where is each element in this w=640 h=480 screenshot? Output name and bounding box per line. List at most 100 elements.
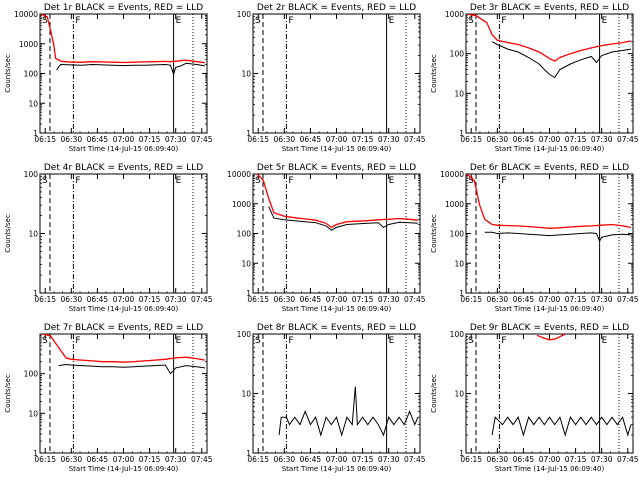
y-tick-label: 10	[241, 390, 251, 399]
marker-label-e: E	[602, 176, 608, 186]
chart-panel-9r: Det 9r BLACK = Events, RED = LLD 1 10 100 06…	[430, 323, 639, 473]
x-tick-label: 06:15	[460, 455, 482, 464]
chart-title: Det 3r BLACK = Events, RED = LLD	[470, 3, 629, 13]
x-tick-label: 07:00	[326, 295, 348, 304]
chart-panel-2r: Det 2r BLACK = Events, RED = LLD 1 10 100 06…	[237, 3, 426, 153]
x-tick-label: 06:45	[513, 295, 535, 304]
x-tick-label: 06:30	[487, 295, 509, 304]
x-axis-label: Start Time (14-Jul-15 06:09:40)	[495, 145, 605, 153]
marker-label-e: E	[602, 336, 608, 346]
y-tick-label: 100	[237, 330, 252, 339]
x-tick-label: 07:30	[378, 135, 400, 144]
x-tick-label: 07:45	[191, 455, 213, 464]
x-tick-label: 06:15	[34, 455, 56, 464]
x-tick-label: 07:00	[326, 455, 348, 464]
x-tick-label: 06:45	[87, 455, 109, 464]
x-tick-label: 07:30	[165, 295, 187, 304]
marker-label-f: F	[75, 336, 80, 346]
marker-label-f: F	[501, 336, 506, 346]
marker-label-f: F	[288, 16, 293, 26]
chart-panel-3r: Det 3r BLACK = Events, RED = LLD 1 10 100 10…	[430, 3, 639, 153]
chart-title: Det 6r BLACK = Events, RED = LLD	[470, 163, 629, 173]
marker-label-e: E	[602, 16, 608, 26]
marker-label-f: F	[75, 176, 80, 186]
plot-frame	[252, 333, 421, 454]
chart-panel-5r: Det 5r BLACK = Events, RED = LLD 1 10 100 10…	[227, 163, 426, 313]
x-tick-label: 07:15	[565, 295, 587, 304]
x-tick-label: 07:30	[165, 135, 187, 144]
marker-label-s: S	[42, 176, 48, 186]
x-tick-label: 06:30	[274, 295, 296, 304]
x-tick-label: 07:45	[617, 455, 639, 464]
y-axis-label: Counts/sec	[4, 374, 12, 413]
events-series-line	[491, 416, 632, 437]
x-tick-label: 07:15	[352, 135, 374, 144]
x-tick-label: 06:15	[247, 295, 269, 304]
lld-series-line	[40, 14, 205, 64]
x-tick-label: 07:15	[352, 295, 374, 304]
x-axis-label: Start Time (14-Jul-15 06:09:40)	[69, 145, 179, 153]
plot-frame	[465, 173, 634, 294]
plot-frame	[39, 333, 208, 454]
marker-label-s: S	[42, 16, 48, 26]
marker-label-e: E	[389, 336, 395, 346]
y-axis-label: Counts/sec	[430, 374, 438, 413]
x-tick-label: 07:45	[191, 135, 213, 144]
y-tick-label: 10	[454, 89, 464, 98]
x-tick-label: 07:00	[113, 455, 135, 464]
y-tick-label: 10	[454, 259, 464, 268]
chart-panel-4r: Det 4r BLACK = Events, RED = LLD 1 10 100 06…	[4, 163, 213, 313]
x-tick-label: 07:15	[565, 135, 587, 144]
x-tick-label: 06:45	[87, 135, 109, 144]
y-tick-label: 10	[28, 99, 38, 108]
x-tick-label: 07:30	[378, 295, 400, 304]
x-tick-label: 06:45	[513, 455, 535, 464]
x-tick-label: 07:15	[139, 295, 161, 304]
x-tick-label: 06:45	[87, 295, 109, 304]
x-tick-label: 06:45	[300, 455, 322, 464]
x-tick-label: 07:15	[352, 455, 374, 464]
x-tick-label: 06:15	[460, 295, 482, 304]
y-tick-label: 10000	[14, 10, 38, 19]
x-tick-label: 07:45	[617, 295, 639, 304]
y-tick-label: 1	[246, 129, 251, 138]
y-tick-label: 10	[28, 409, 38, 418]
x-tick-label: 07:00	[539, 135, 561, 144]
x-tick-label: 07:00	[113, 135, 135, 144]
marker-label-f: F	[501, 176, 506, 186]
chart-title: Det 9r BLACK = Events, RED = LLD	[470, 323, 629, 333]
x-tick-label: 06:15	[460, 135, 482, 144]
x-tick-label: 07:00	[113, 295, 135, 304]
x-tick-label: 07:45	[191, 295, 213, 304]
events-series-line	[278, 386, 419, 437]
marker-label-s: S	[468, 336, 474, 346]
marker-label-s: S	[255, 176, 261, 186]
y-tick-label: 10	[454, 390, 464, 399]
x-tick-label: 06:15	[34, 135, 56, 144]
y-tick-label: 100	[450, 50, 465, 59]
x-tick-label: 07:00	[539, 295, 561, 304]
lld-series-line	[466, 174, 632, 229]
chart-title: Det 8r BLACK = Events, RED = LLD	[257, 323, 416, 333]
marker-label-s: S	[42, 336, 48, 346]
y-tick-label: 1	[459, 449, 464, 458]
marker-label-f: F	[75, 16, 80, 26]
y-axis-label: Counts/sec	[430, 54, 438, 93]
plot-frame	[252, 173, 421, 294]
x-tick-label: 07:30	[378, 455, 400, 464]
x-tick-label: 07:45	[404, 295, 426, 304]
x-tick-label: 06:30	[487, 135, 509, 144]
x-axis-label: Start Time (14-Jul-15 06:09:40)	[282, 145, 392, 153]
y-tick-label: 10000	[440, 170, 464, 179]
x-axis-label: Start Time (14-Jul-15 06:09:40)	[69, 465, 179, 473]
x-tick-label: 07:15	[139, 135, 161, 144]
plot-frame	[39, 173, 208, 294]
y-tick-label: 100	[450, 230, 465, 239]
x-tick-label: 07:15	[139, 455, 161, 464]
x-tick-label: 06:45	[300, 295, 322, 304]
y-tick-label: 1	[246, 449, 251, 458]
x-axis-label: Start Time (14-Jul-15 06:09:40)	[69, 305, 179, 313]
y-tick-label: 10	[241, 259, 251, 268]
x-tick-label: 06:45	[300, 135, 322, 144]
